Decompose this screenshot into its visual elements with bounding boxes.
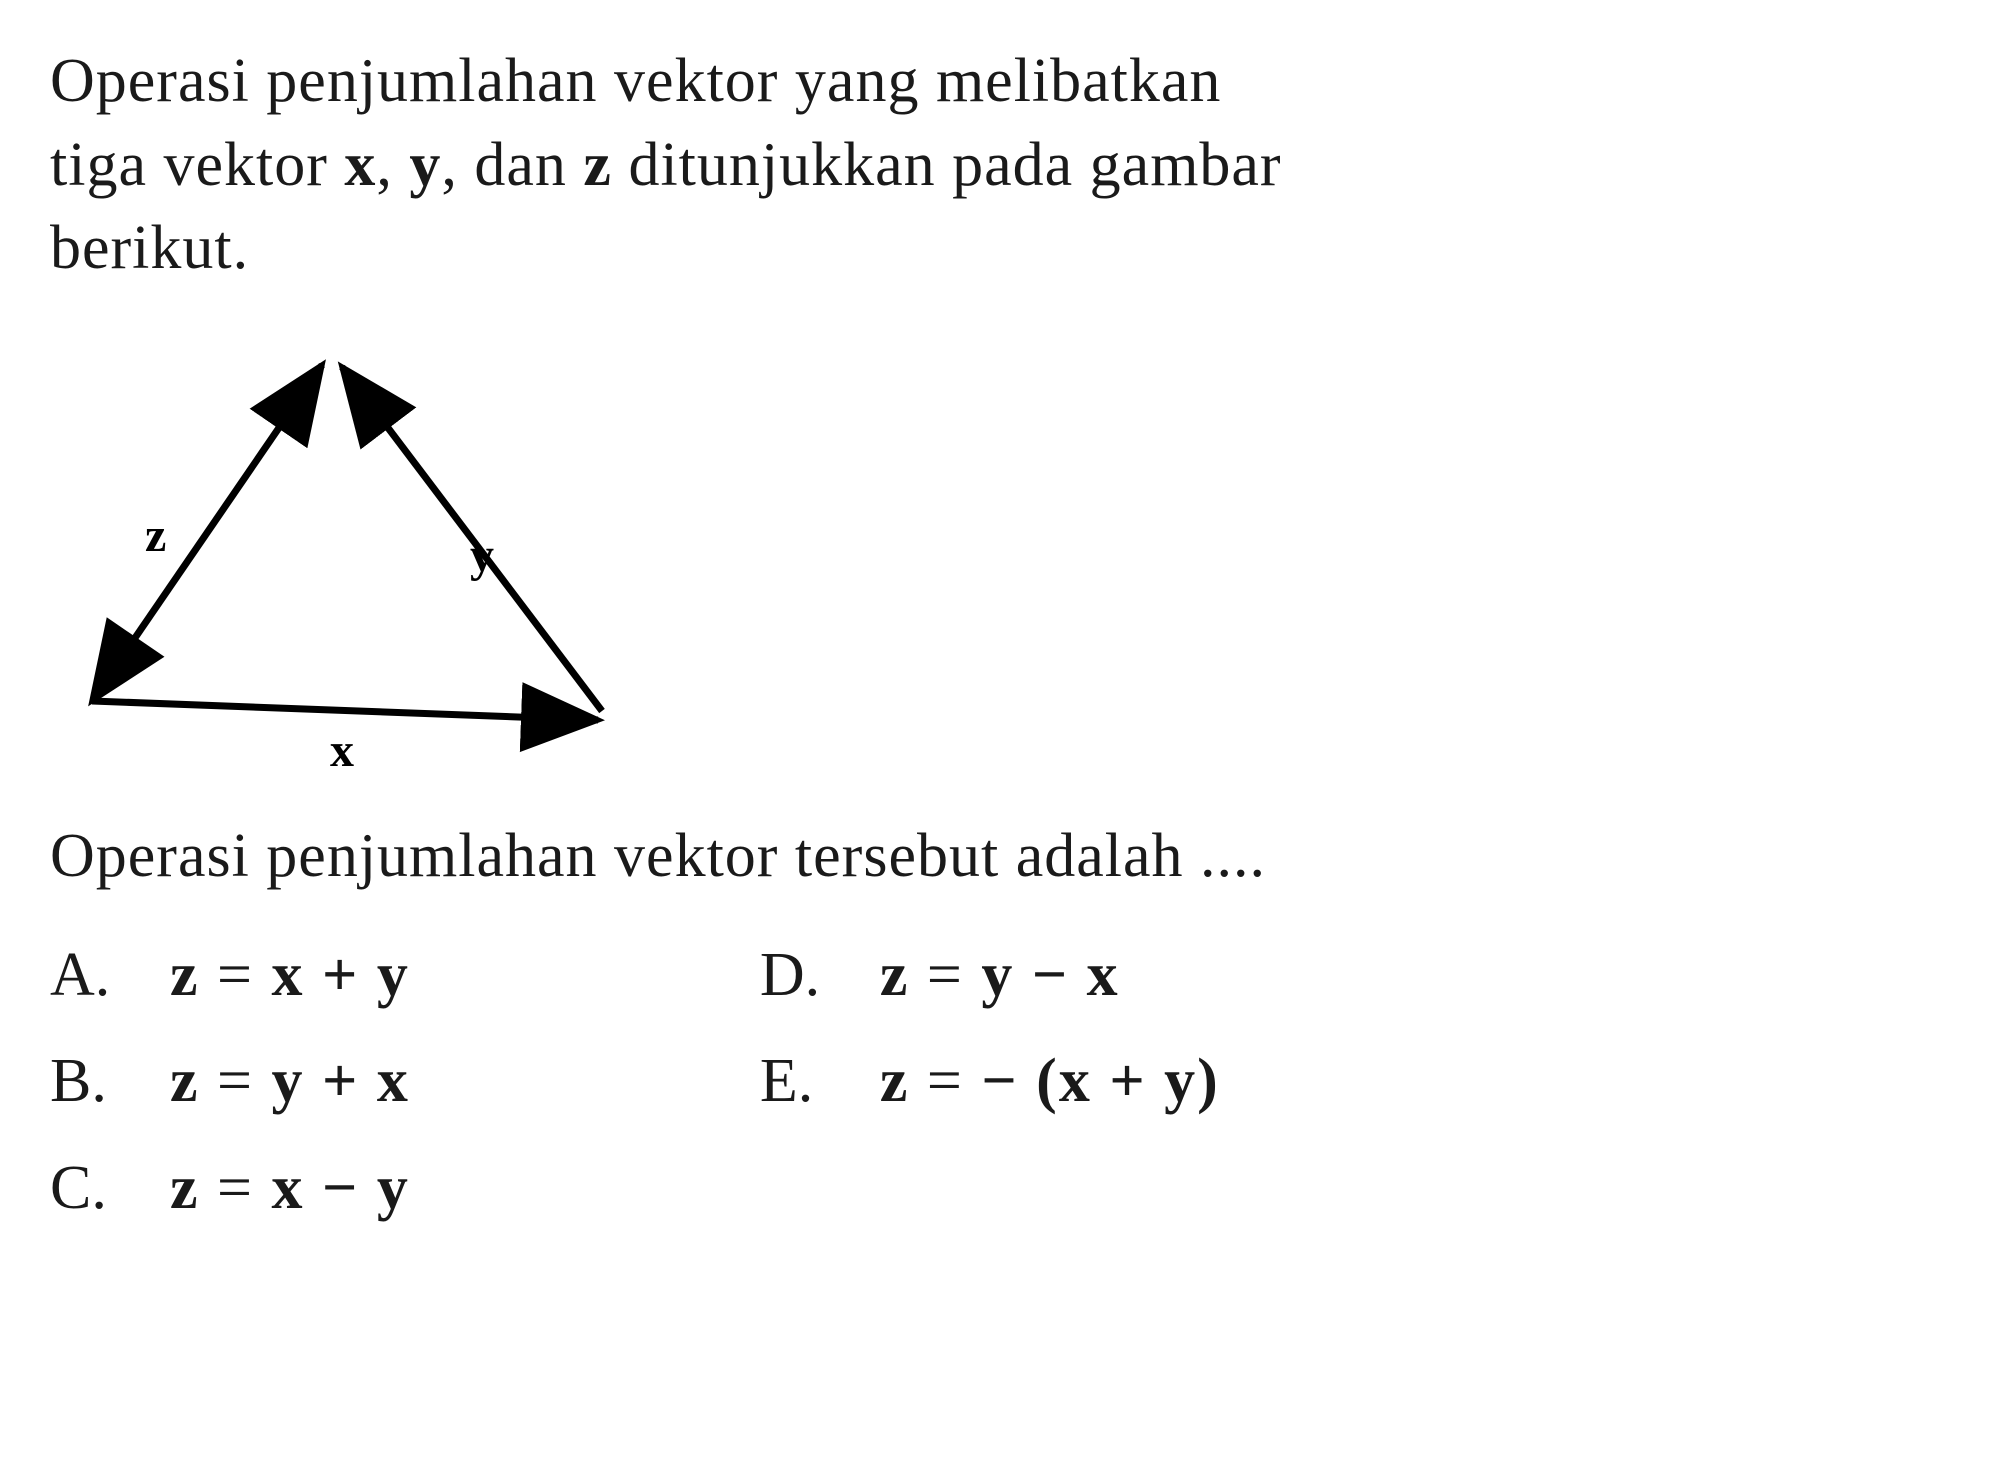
option-letter: D. [760, 932, 880, 1019]
question-line-2-pre: tiga vektor [50, 131, 344, 199]
sep2: , dan [441, 131, 583, 199]
label-y: y [470, 529, 494, 582]
label-x: x [330, 724, 354, 771]
option-letter: C. [50, 1145, 170, 1232]
vector-z: z [583, 131, 612, 199]
option-equation: z = x + y [170, 932, 410, 1019]
vector-z-line [100, 365, 322, 689]
vector-x-line [92, 701, 598, 720]
option-a: A. z = x + y [50, 932, 410, 1019]
option-letter: A. [50, 932, 170, 1019]
vector-x: x [344, 131, 376, 199]
label-z: z [145, 509, 166, 562]
options-right-column: D. z = y − x E. z = − (x + y) [760, 932, 1220, 1232]
option-c: C. z = x − y [50, 1145, 410, 1232]
option-b: B. z = y + x [50, 1038, 410, 1125]
option-letter: B. [50, 1038, 170, 1125]
options-left-column: A. z = x + y B. z = y + x C. z = x − y [50, 932, 410, 1232]
option-e: E. z = − (x + y) [760, 1038, 1220, 1125]
question-line-1: Operasi penjumlahan vektor yang melibatk… [50, 47, 1221, 115]
question-line-3: berikut. [50, 214, 249, 282]
options-container: A. z = x + y B. z = y + x C. z = x − y D… [50, 932, 1947, 1232]
vector-triangle-diagram: z y x [50, 321, 650, 771]
option-equation: z = y − x [880, 932, 1120, 1019]
diagram-container: z y x [50, 321, 1947, 776]
option-equation: z = − (x + y) [880, 1038, 1220, 1125]
question-line-2-post: ditunjukkan pada gambar [612, 131, 1282, 199]
followup-text: Operasi penjumlahan vektor tersebut adal… [50, 816, 1947, 897]
option-equation: z = y + x [170, 1038, 410, 1125]
option-letter: E. [760, 1038, 880, 1125]
question-text: Operasi penjumlahan vektor yang melibatk… [50, 40, 1947, 291]
vector-y: y [409, 131, 441, 199]
sep1: , [376, 131, 409, 199]
option-d: D. z = y − x [760, 932, 1220, 1019]
option-equation: z = x − y [170, 1145, 410, 1232]
